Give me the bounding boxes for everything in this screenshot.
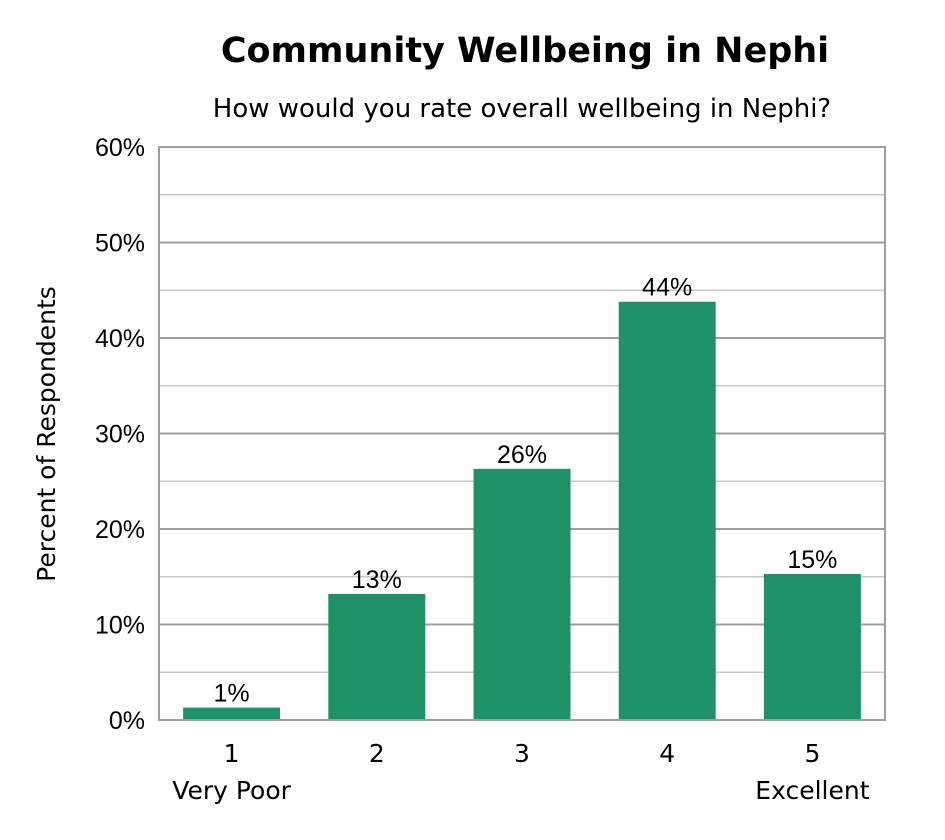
bar xyxy=(763,573,861,720)
data-label: 44% xyxy=(642,274,692,302)
bars xyxy=(183,301,861,720)
bar xyxy=(328,593,426,720)
y-tick-label: 20% xyxy=(95,516,145,544)
plot-frame xyxy=(158,146,886,721)
chart-subtitle: How would you rate overall wellbeing in … xyxy=(213,94,831,124)
plot-border xyxy=(158,146,886,721)
data-label: 13% xyxy=(352,566,402,594)
x-tick-sublabel: Very Poor xyxy=(172,776,291,805)
chart-title: Community Wellbeing in Nephi xyxy=(221,31,829,71)
bar xyxy=(473,468,571,720)
x-tick-label: 4 xyxy=(659,739,675,768)
y-tick-label: 60% xyxy=(95,134,145,162)
x-tick-label: 2 xyxy=(369,739,385,768)
x-tick-label: 1 xyxy=(224,739,240,768)
data-label: 1% xyxy=(214,680,250,708)
bar xyxy=(618,301,716,720)
y-tick-label: 40% xyxy=(95,325,145,353)
data-label: 26% xyxy=(497,441,547,469)
y-tick-label: 0% xyxy=(109,707,145,735)
data-labels: 1% 13% 26% 44% 15% xyxy=(214,274,838,708)
y-axis-label: Percent of Respondents xyxy=(32,286,61,582)
x-tick-labels: 1 Very Poor 2 3 4 5 Excellent xyxy=(172,739,869,805)
x-tick-label: 5 xyxy=(804,739,820,768)
y-tick-label: 10% xyxy=(95,612,145,640)
y-tick-labels: 0% 10% 20% 30% 40% 50% 60% xyxy=(95,134,145,735)
y-tick-label: 50% xyxy=(95,230,145,258)
data-label: 15% xyxy=(787,546,837,574)
x-tick-sublabel: Excellent xyxy=(755,776,869,805)
x-tick-label: 3 xyxy=(514,739,530,768)
y-tick-label: 30% xyxy=(95,421,145,449)
bar xyxy=(183,707,281,720)
